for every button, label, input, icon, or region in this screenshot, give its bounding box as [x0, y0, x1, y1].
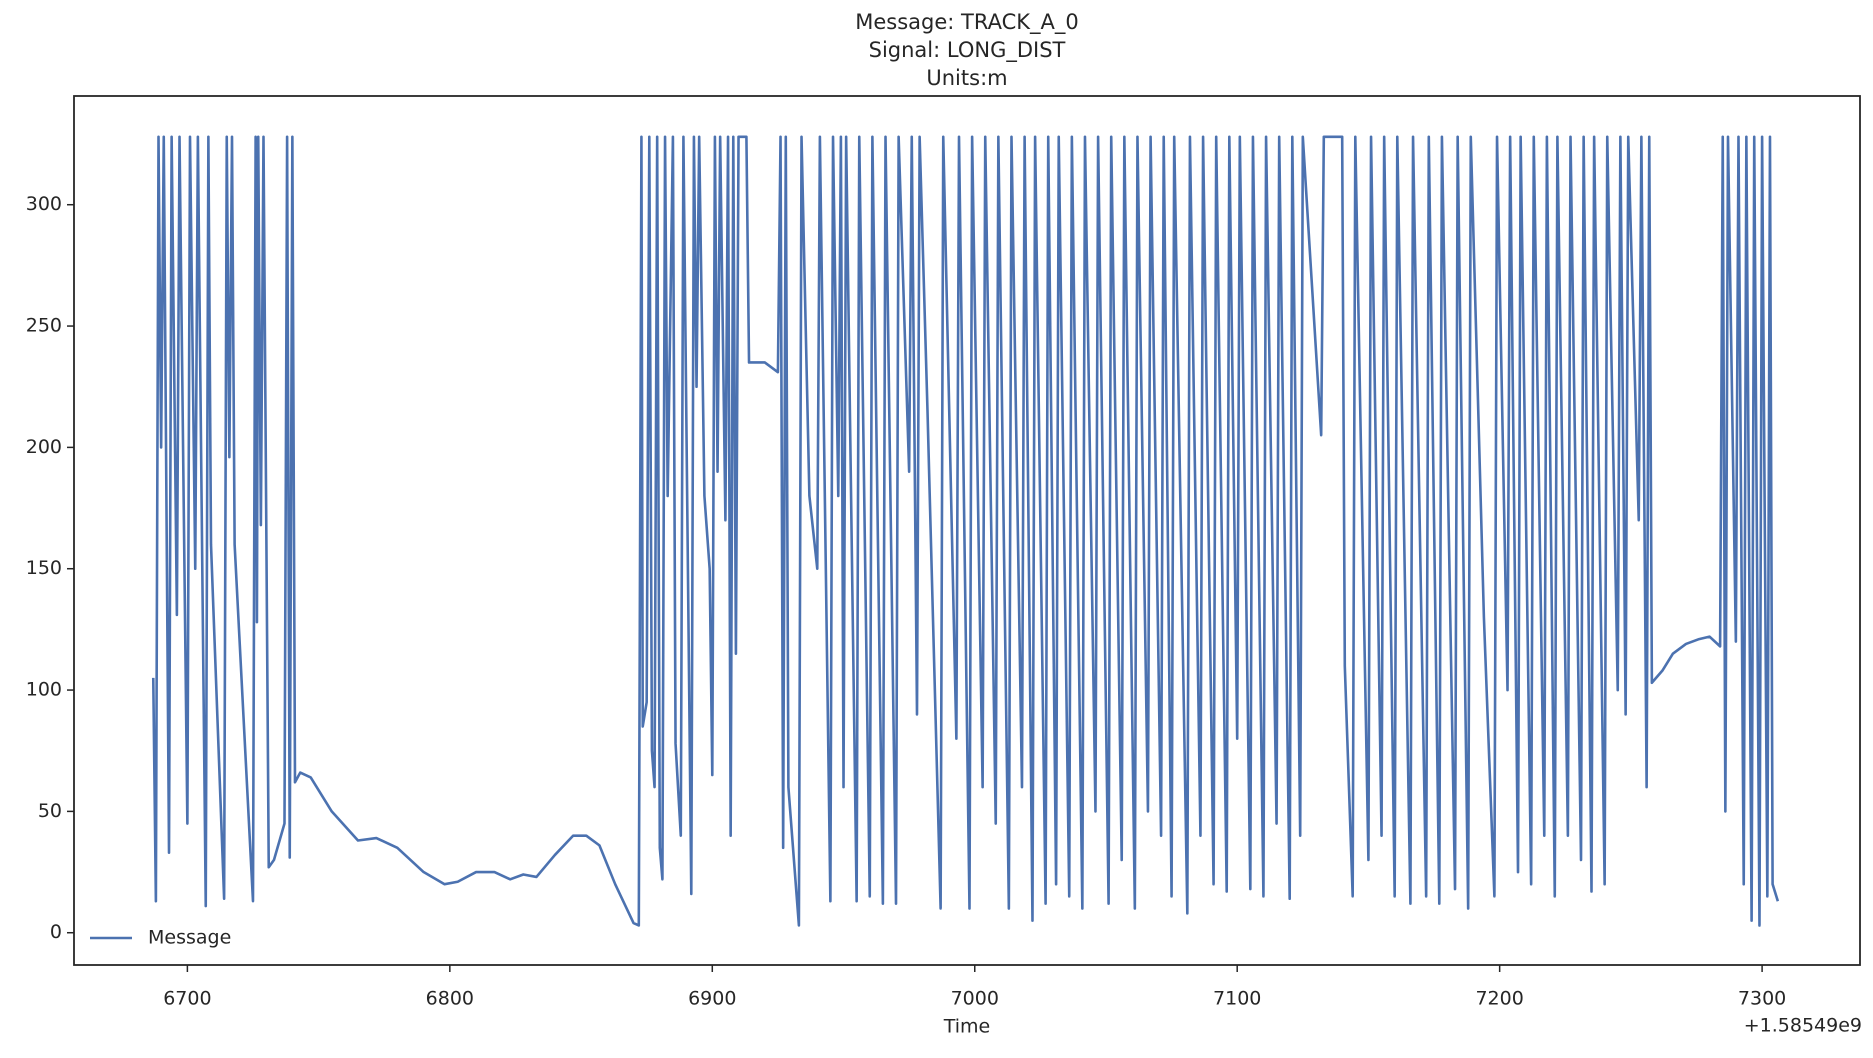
y-tick-label: 300	[26, 193, 62, 215]
x-tick-label: 6900	[688, 988, 736, 1010]
x-tick-label: 7300	[1738, 988, 1786, 1010]
y-tick-label: 250	[26, 315, 62, 337]
chart-title: Units:m	[926, 66, 1007, 90]
legend-label: Message	[148, 927, 231, 949]
x-tick-label: 7200	[1475, 988, 1523, 1010]
plot-frame	[73, 95, 1861, 966]
y-tick-label: 150	[26, 557, 62, 579]
data-line	[151, 135, 1780, 927]
chart-title: Signal: LONG_DIST	[869, 38, 1066, 63]
x-tick-label: 6800	[426, 988, 474, 1010]
x-offset-label: +1.58549e9	[1744, 1015, 1862, 1037]
y-tick-label: 0	[50, 921, 62, 943]
x-axis-label: Time	[943, 1016, 991, 1038]
x-tick-label: 6700	[163, 988, 211, 1010]
x-tick-label: 7000	[951, 988, 999, 1010]
chart-title: Message: TRACK_A_0	[855, 10, 1079, 35]
x-tick-label: 7100	[1213, 988, 1261, 1010]
y-tick-label: 100	[26, 679, 62, 701]
y-tick-label: 200	[26, 436, 62, 458]
y-tick-label: 50	[38, 800, 62, 822]
